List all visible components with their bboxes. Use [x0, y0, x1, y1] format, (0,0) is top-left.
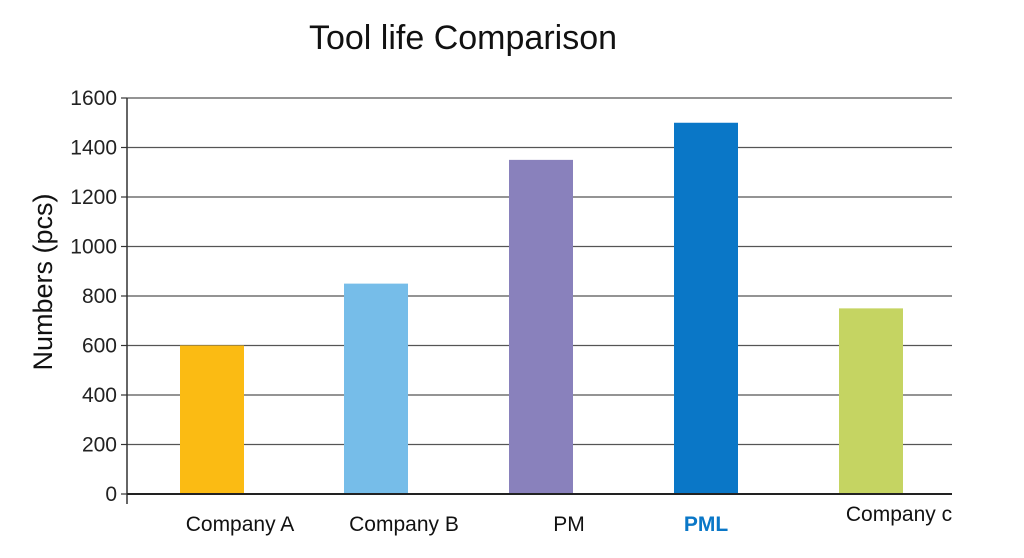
x-category-label: Company A: [186, 513, 295, 536]
x-category-label: Company c: [846, 503, 952, 526]
y-tick-label: 200: [82, 434, 117, 457]
x-category-label: PM: [553, 513, 585, 536]
axes: [121, 97, 952, 504]
y-tick-label: 1400: [70, 137, 117, 160]
y-tick-label: 600: [82, 335, 117, 358]
y-axis-label: Numbers (pcs): [28, 193, 58, 370]
x-category-label: Company B: [349, 513, 459, 536]
y-tick-label: 0: [105, 483, 117, 506]
x-category-labels: Company A Company B PM PML Company c: [186, 503, 952, 536]
y-tick-label: 800: [82, 285, 117, 308]
x-category-label: PML: [684, 513, 729, 536]
y-tick-label: 1600: [70, 87, 117, 110]
bar-pml: [674, 122, 738, 494]
y-tick-labels: 0 200 400 600 800 1000 1200 1400 1600: [70, 87, 117, 506]
y-tick-label: 1000: [70, 236, 117, 259]
y-tick-label: 400: [82, 384, 117, 407]
bar-company-b: [344, 283, 408, 494]
y-tick-label: 1200: [70, 186, 117, 209]
bars: [180, 122, 903, 494]
bar-company-c: [839, 308, 903, 494]
bar-company-a: [180, 345, 244, 494]
chart-title: Tool life Comparison: [309, 19, 617, 57]
bar-pm: [509, 159, 573, 494]
